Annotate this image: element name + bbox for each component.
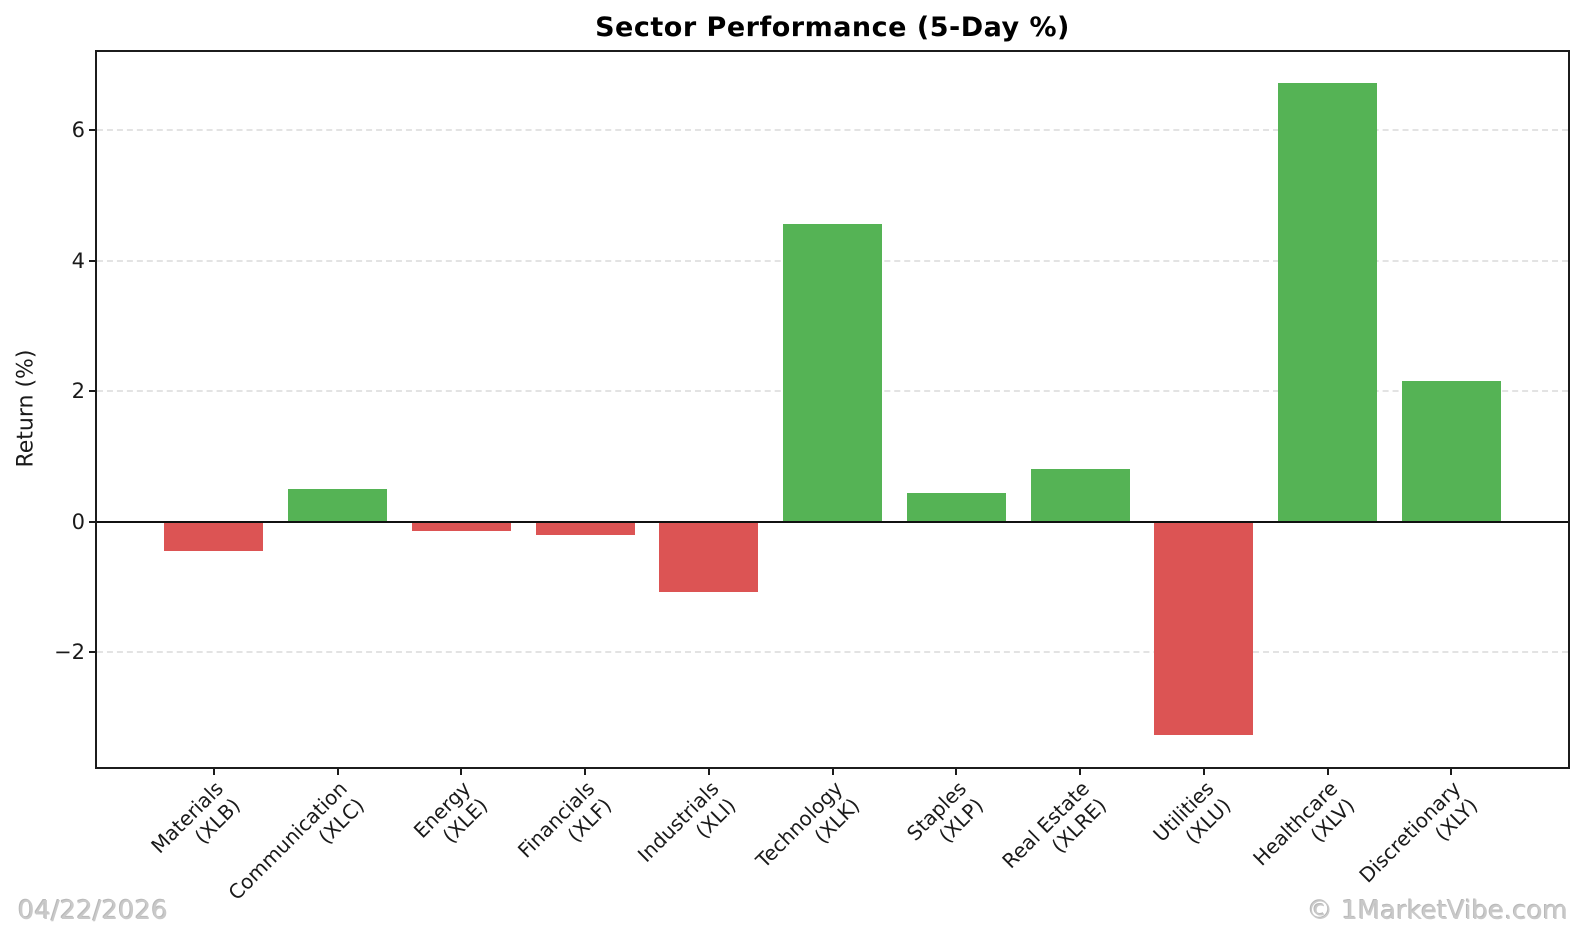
y-tick-label: 2 (71, 379, 85, 404)
y-tick-label: 4 (71, 248, 85, 273)
bar-xlf (535, 521, 635, 535)
x-tick-mark (831, 767, 834, 775)
chart-title: Sector Performance (5-Day %) (595, 12, 1070, 43)
x-tick-mark (460, 767, 463, 775)
x-tick-label: Communication (XLC) (223, 776, 369, 922)
x-tick-label: Materials (XLB) (146, 776, 245, 875)
x-tick-mark (1079, 767, 1082, 775)
zero-axis-line (97, 520, 1568, 523)
gridline-y6 (97, 129, 1568, 132)
bar-xlc (288, 489, 388, 522)
x-tick-mark (1450, 767, 1453, 775)
bar-xly (1401, 380, 1501, 522)
bar-xlv (1278, 83, 1378, 522)
bar-xlp (906, 493, 1006, 522)
x-tick-label: Utilities (XLU) (1148, 776, 1236, 864)
x-tick-label: Real Estate (XLRE) (998, 776, 1111, 890)
date-label: 04/22/2026 (18, 896, 168, 926)
y-tick-mark (89, 390, 97, 393)
x-tick-mark (955, 767, 958, 775)
bar-xlu (1154, 521, 1254, 736)
y-tick-label: 0 (71, 509, 85, 534)
x-tick-mark (707, 767, 710, 775)
y-tick-label: 6 (71, 118, 85, 143)
x-tick-label: Discretionary (XLY) (1354, 776, 1482, 904)
y-tick-mark (89, 520, 97, 523)
x-tick-mark (336, 767, 339, 775)
plot-area (95, 50, 1570, 769)
watermark: © 1MarketVibe.com (1307, 896, 1568, 926)
x-tick-label: Energy (XLE) (409, 776, 493, 860)
x-tick-mark (1326, 767, 1329, 775)
bar-xle (411, 521, 511, 532)
bar-xli (659, 521, 759, 593)
x-tick-label: Staples (XLP) (901, 776, 988, 863)
bar-xlk (783, 224, 883, 522)
y-tick-mark (89, 651, 97, 654)
x-tick-label: Industrials (XLI) (632, 776, 740, 884)
y-tick-mark (89, 129, 97, 132)
bar-xlb (164, 521, 264, 552)
x-tick-mark (584, 767, 587, 775)
x-tick-label: Financials (XLF) (513, 776, 617, 880)
x-tick-label: Healthcare (XLV) (1248, 776, 1359, 887)
gridline-y-2 (97, 651, 1568, 654)
x-tick-label: Technology (XLK) (751, 776, 864, 890)
x-tick-mark (1202, 767, 1205, 775)
x-tick-mark (212, 767, 215, 775)
bar-xlre (1030, 468, 1130, 522)
y-tick-mark (89, 259, 97, 262)
y-tick-label: −2 (54, 640, 85, 665)
